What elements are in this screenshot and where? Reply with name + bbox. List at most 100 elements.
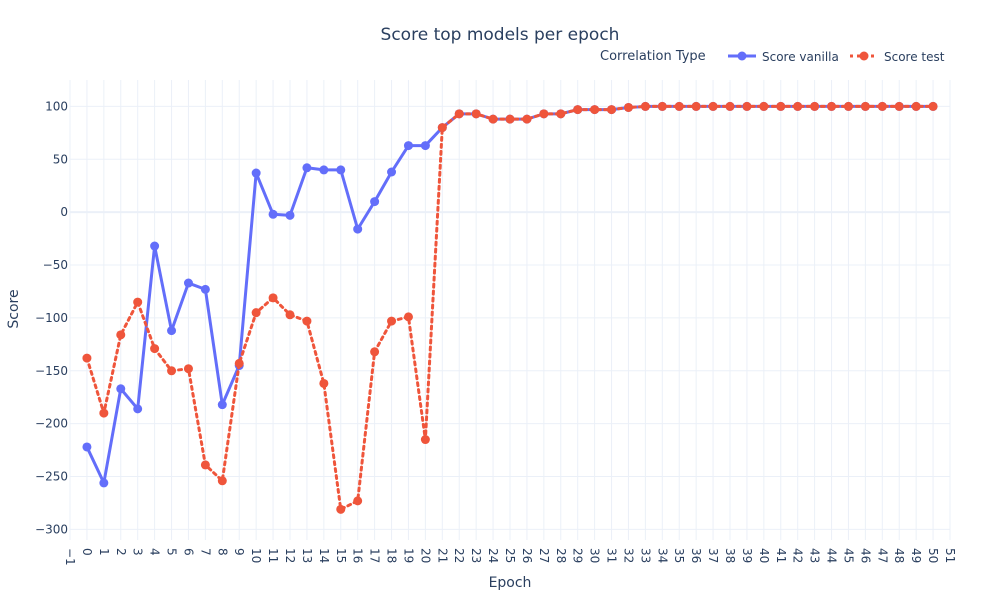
data-point — [691, 101, 701, 111]
legend-title: Correlation Type — [600, 49, 706, 64]
data-point — [370, 197, 380, 207]
x-tick-label: 39 — [740, 548, 754, 563]
data-point — [116, 384, 126, 394]
data-point — [911, 101, 921, 111]
x-tick-label: 18 — [385, 548, 399, 563]
x-tick-label: 48 — [892, 548, 906, 563]
data-point — [217, 476, 227, 486]
data-point — [251, 308, 261, 318]
x-tick-label: 21 — [435, 548, 449, 563]
x-tick-label: 2 — [114, 548, 128, 556]
x-axis-title: Epoch — [489, 575, 532, 591]
y-tick-label: 100 — [45, 99, 68, 113]
x-tick-label: 33 — [638, 548, 652, 563]
data-point — [200, 284, 210, 294]
data-point — [454, 109, 464, 119]
data-point — [268, 293, 278, 303]
x-tick-label: 4 — [148, 548, 162, 556]
data-point — [827, 101, 837, 111]
data-point — [505, 114, 515, 124]
data-point — [522, 114, 532, 124]
y-tick-label: −50 — [43, 258, 68, 272]
x-tick-label: 5 — [165, 548, 179, 556]
x-tick-label: 23 — [469, 548, 483, 563]
data-point — [860, 101, 870, 111]
x-tick-label: 16 — [351, 548, 365, 563]
legend-label: Score vanilla — [762, 50, 839, 64]
data-point — [928, 101, 938, 111]
data-point — [387, 167, 397, 177]
x-tick-label: 50 — [926, 548, 940, 563]
x-tick-label: 51 — [943, 548, 957, 563]
x-tick-label: 34 — [655, 548, 669, 563]
data-point — [674, 101, 684, 111]
data-point — [319, 378, 329, 388]
y-tick-label: −150 — [35, 364, 68, 378]
x-tick-label: 42 — [791, 548, 805, 563]
x-tick-label: 1 — [97, 548, 111, 556]
legend-item-1: Score test — [850, 50, 945, 64]
x-tick-label: 30 — [588, 548, 602, 563]
data-point — [285, 310, 295, 320]
x-tick-label: 20 — [418, 548, 432, 563]
x-tick-label: 24 — [486, 548, 500, 563]
data-point — [353, 224, 363, 234]
data-point — [607, 105, 617, 115]
y-tick-label: 50 — [53, 152, 68, 166]
data-point — [133, 404, 143, 414]
data-point — [742, 101, 752, 111]
y-tick-label: −100 — [35, 311, 68, 325]
data-point — [894, 101, 904, 111]
chart-title: Score top models per epoch — [381, 25, 620, 45]
legend-label: Score test — [884, 50, 945, 64]
data-point — [573, 105, 583, 115]
data-point — [268, 209, 278, 219]
data-point — [183, 364, 193, 374]
data-point — [99, 478, 109, 488]
data-point — [556, 109, 566, 119]
x-tick-label: 3 — [131, 548, 145, 556]
x-tick-label: 43 — [808, 548, 822, 563]
x-tick-label: 14 — [317, 548, 331, 563]
y-axis-title: Score — [6, 289, 22, 328]
data-point — [590, 105, 600, 115]
y-tick-label: 0 — [60, 205, 68, 219]
x-tick-label: 9 — [232, 548, 246, 556]
data-point — [116, 330, 126, 340]
x-tick-label: 40 — [757, 548, 771, 563]
data-point — [82, 442, 92, 452]
data-point — [200, 460, 210, 470]
x-tick-label: 37 — [706, 548, 720, 563]
data-point — [387, 316, 397, 326]
x-tick-label: 27 — [537, 548, 551, 563]
x-tick-label: 47 — [875, 548, 889, 563]
x-tick-label: 38 — [723, 548, 737, 563]
data-point — [82, 353, 92, 363]
data-point — [302, 316, 312, 326]
grid-lines — [69, 80, 951, 540]
series-layer — [82, 101, 938, 514]
axes: −1 0 1 2 3 4 5 6 7 8 9 10 11 12 13 14 15 16 17 18 19 20 21 22 23… — [35, 99, 957, 565]
data-point — [793, 101, 803, 111]
data-point — [776, 101, 786, 111]
x-tick-label: 0 — [80, 548, 94, 556]
x-tick-label: 29 — [571, 548, 585, 563]
x-tick-label: 35 — [672, 548, 686, 563]
x-tick-label: 13 — [300, 548, 314, 563]
x-tick-label: 25 — [503, 548, 517, 563]
data-point — [336, 504, 346, 514]
data-point — [150, 344, 160, 354]
data-point — [403, 141, 413, 151]
data-point — [471, 109, 481, 119]
x-tick-label: 41 — [774, 548, 788, 563]
x-tick-label: 8 — [215, 548, 229, 556]
x-tick-label: 17 — [368, 548, 382, 563]
data-point — [302, 163, 312, 173]
x-tick-label: 19 — [401, 548, 415, 563]
x-tick-label: 22 — [452, 548, 466, 563]
data-point — [167, 366, 177, 376]
x-tick-label: 11 — [266, 548, 280, 563]
data-point — [167, 326, 177, 336]
data-point — [403, 312, 413, 322]
x-tick-label: 45 — [841, 548, 855, 563]
